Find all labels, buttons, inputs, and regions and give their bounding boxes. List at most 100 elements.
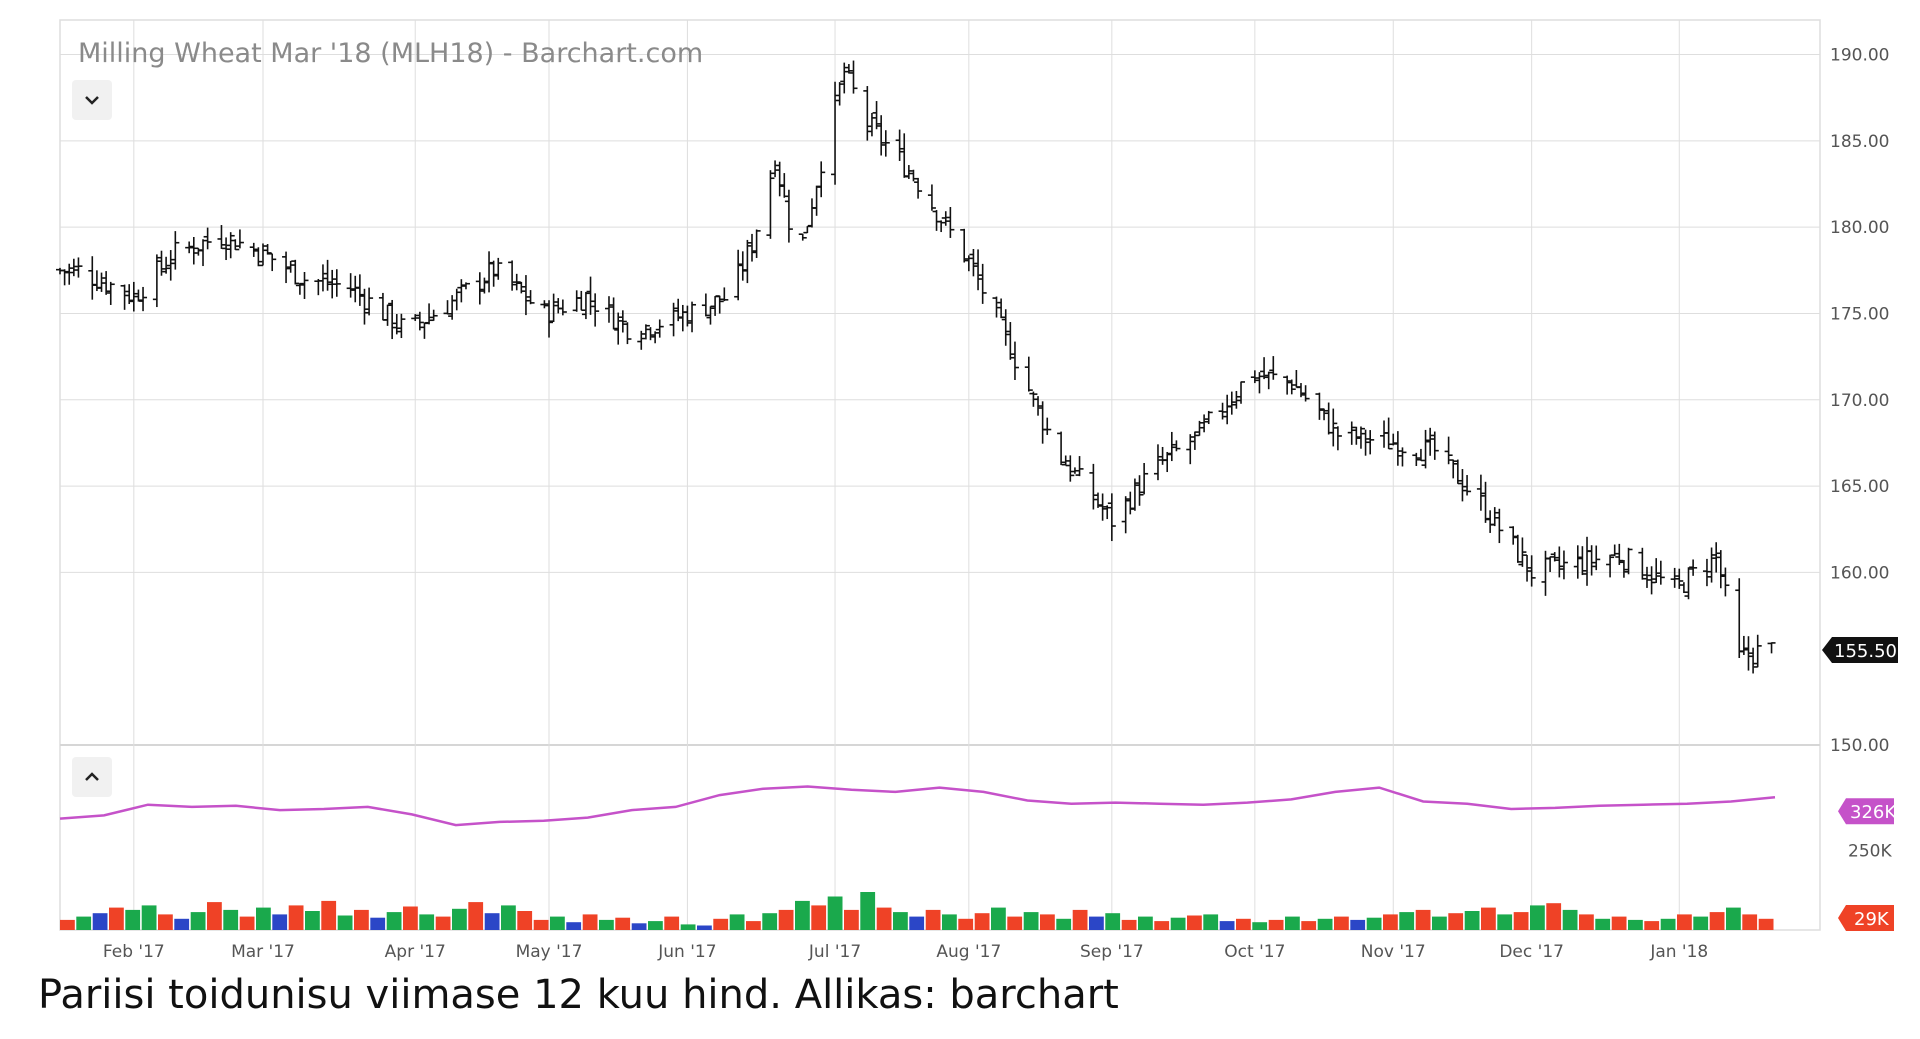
price-bar bbox=[849, 60, 858, 94]
volume-bar bbox=[925, 909, 941, 930]
price-bar bbox=[974, 249, 983, 291]
price-bar bbox=[1412, 452, 1421, 466]
price-bar bbox=[909, 169, 918, 182]
image-caption: Pariisi toidunisu viimase 12 kuu hind. A… bbox=[38, 972, 1119, 1018]
price-bar bbox=[425, 303, 434, 325]
price-bar bbox=[688, 301, 697, 333]
price-bar bbox=[489, 260, 498, 287]
volume-bar bbox=[1595, 918, 1611, 930]
volume-bar bbox=[811, 905, 827, 930]
volume-value: 29K bbox=[1854, 909, 1890, 930]
volume-bar bbox=[1105, 913, 1121, 930]
y-tick-label: 185.00 bbox=[1830, 132, 1889, 152]
volume-bar bbox=[305, 911, 320, 930]
volume-bar bbox=[1481, 907, 1496, 930]
chevron-down-icon bbox=[85, 96, 99, 105]
price-bar bbox=[88, 256, 97, 300]
volume-bar bbox=[1056, 918, 1072, 930]
volume-bar bbox=[1530, 905, 1545, 930]
price-bar bbox=[1458, 469, 1467, 502]
price-bar bbox=[332, 269, 341, 297]
volume-bar bbox=[321, 900, 337, 930]
price-bar bbox=[1675, 568, 1684, 589]
volume-bar bbox=[974, 913, 990, 930]
volume-bar bbox=[1415, 909, 1431, 930]
price-bar bbox=[1320, 408, 1329, 421]
volume-bar bbox=[1726, 907, 1741, 930]
price-bar bbox=[166, 250, 175, 281]
price-bar bbox=[1034, 396, 1043, 416]
price-bar bbox=[1624, 547, 1633, 575]
price-bar bbox=[106, 281, 115, 305]
volume-bar bbox=[419, 914, 435, 930]
y-tick-label: 180.00 bbox=[1830, 218, 1889, 238]
chart-frame bbox=[59, 19, 1821, 931]
expand-panel-button[interactable] bbox=[72, 757, 112, 797]
price-bar bbox=[1043, 417, 1052, 435]
price-bar bbox=[1559, 550, 1568, 580]
chevron-up-icon bbox=[85, 772, 99, 781]
volume-bar bbox=[403, 906, 418, 930]
volume-badge bbox=[1838, 905, 1894, 931]
price-bar bbox=[512, 273, 521, 291]
price-bar bbox=[780, 173, 789, 198]
price-bar bbox=[1670, 567, 1679, 588]
volume-bar bbox=[1464, 911, 1480, 930]
volume-bar bbox=[1448, 913, 1464, 930]
volume-bar bbox=[207, 902, 222, 930]
volume-bar bbox=[1693, 916, 1709, 930]
price-bar bbox=[1592, 545, 1601, 571]
price-bar bbox=[1721, 567, 1730, 597]
volume-bar bbox=[566, 922, 582, 930]
price-bar bbox=[1329, 408, 1338, 447]
volume-bar bbox=[354, 909, 369, 930]
volume-bar bbox=[76, 916, 92, 930]
price-bar bbox=[960, 228, 969, 263]
price-bar bbox=[1518, 537, 1527, 567]
price-bar bbox=[1200, 414, 1209, 433]
y-tick-label: 170.00 bbox=[1830, 391, 1889, 411]
price-bar bbox=[1260, 357, 1269, 380]
volume-bar bbox=[1513, 912, 1529, 930]
price-bar bbox=[1749, 647, 1758, 674]
price-bar bbox=[1204, 410, 1213, 425]
volume-bar bbox=[141, 905, 157, 930]
volume-bar bbox=[223, 909, 239, 930]
price-bar bbox=[1029, 391, 1038, 407]
price-bar bbox=[706, 305, 715, 325]
volume-bar bbox=[615, 917, 631, 930]
price-bar bbox=[1656, 560, 1665, 585]
price-bar bbox=[1001, 309, 1010, 346]
price-bar bbox=[1647, 566, 1656, 595]
price-bar bbox=[355, 274, 364, 306]
volume-bar bbox=[1072, 909, 1088, 930]
volume-bar bbox=[1366, 917, 1382, 930]
x-tick-label: Jul '17 bbox=[808, 942, 861, 962]
price-bar bbox=[545, 300, 554, 338]
price-bar bbox=[1094, 492, 1102, 508]
volume-bar bbox=[1334, 916, 1349, 930]
open-interest-value: 326K bbox=[1850, 802, 1897, 823]
price-bar bbox=[618, 310, 627, 333]
price-bar bbox=[992, 296, 1001, 318]
price-bar bbox=[1006, 322, 1015, 360]
price-bar bbox=[867, 112, 876, 137]
price-bar bbox=[748, 233, 756, 262]
price-bar bbox=[1490, 507, 1499, 527]
volume-bar bbox=[1383, 914, 1398, 930]
collapse-chart-button[interactable] bbox=[72, 80, 112, 120]
volume-bar bbox=[1644, 921, 1660, 930]
volume-bar bbox=[762, 913, 778, 930]
volume-bar bbox=[1040, 914, 1055, 930]
price-bar bbox=[1421, 429, 1430, 469]
price-bar bbox=[872, 101, 881, 130]
volume-bar bbox=[942, 914, 957, 930]
price-bar bbox=[1509, 526, 1518, 545]
price-bar bbox=[1679, 582, 1688, 594]
y-tick-label: 175.00 bbox=[1830, 304, 1889, 324]
x-tick-label: Mar '17 bbox=[231, 942, 295, 962]
volume-bar bbox=[484, 913, 500, 930]
price-bar bbox=[835, 82, 844, 106]
price-bar bbox=[1550, 552, 1559, 562]
